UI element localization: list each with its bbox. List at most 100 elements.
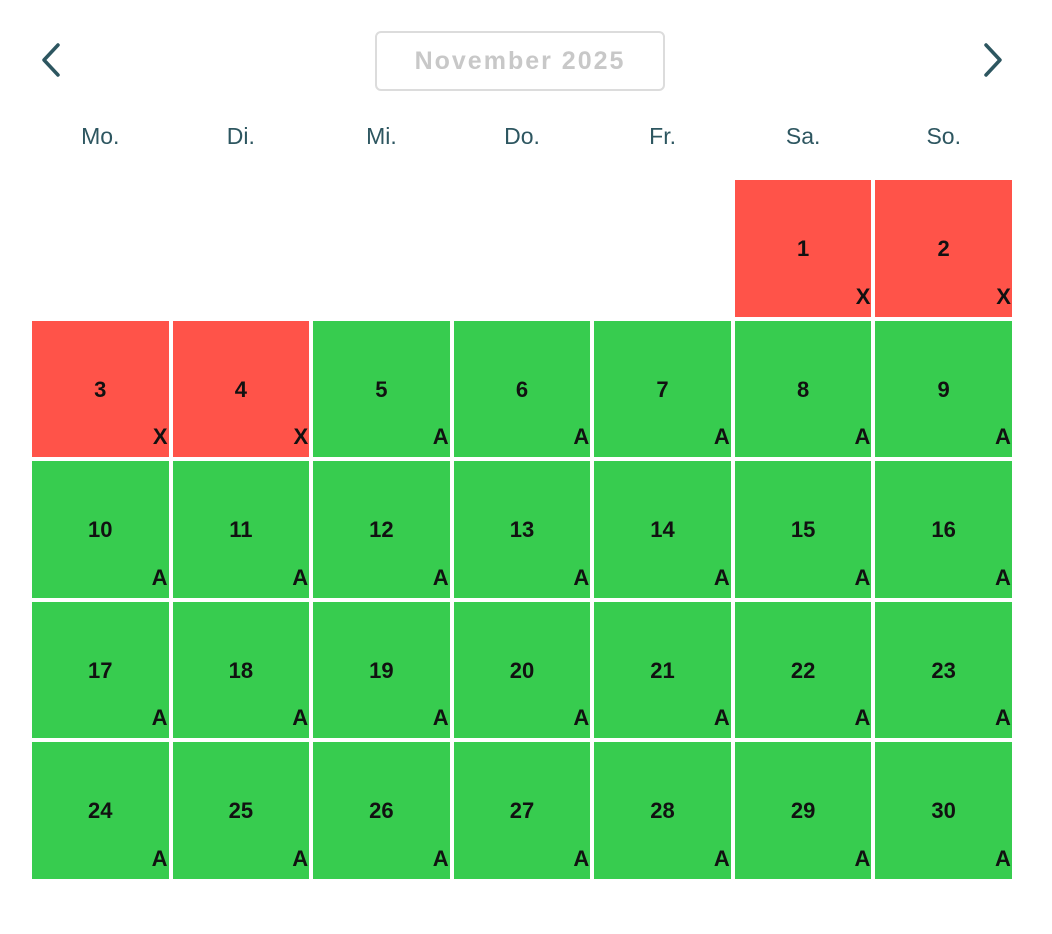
- calendar-empty-cell: [30, 178, 171, 319]
- day-number: 19: [369, 657, 394, 683]
- day-status-marker: A: [854, 705, 871, 731]
- weekday-label: So.: [926, 123, 961, 149]
- day-number: 21: [650, 657, 675, 683]
- weekday-label: Fr.: [649, 123, 676, 149]
- day-status-marker: A: [432, 845, 449, 871]
- calendar-day-24[interactable]: 24 A: [30, 740, 171, 881]
- day-status-marker: A: [292, 845, 309, 871]
- day-status-marker: A: [432, 564, 449, 590]
- day-number: 28: [650, 798, 675, 824]
- weekday-label: Do.: [504, 123, 540, 149]
- day-number: 17: [88, 657, 113, 683]
- day-number: 5: [375, 376, 388, 402]
- calendar-day-18[interactable]: 18 A: [170, 599, 312, 741]
- day-status-marker: A: [151, 845, 168, 871]
- day-status-marker: X: [996, 283, 1011, 309]
- day-number: 23: [931, 657, 956, 683]
- day-number: 4: [234, 376, 247, 402]
- day-number: 11: [229, 517, 253, 543]
- day-status-marker: X: [152, 424, 168, 450]
- day-status-marker: A: [573, 705, 590, 731]
- chevron-right-icon: [984, 43, 1002, 77]
- calendar-day-22[interactable]: 22 A: [732, 599, 874, 741]
- day-number: 12: [369, 517, 394, 543]
- day-status-marker: X: [855, 283, 871, 309]
- calendar-day-23[interactable]: 23 A: [873, 599, 1014, 741]
- day-number: 13: [509, 517, 535, 543]
- day-number: 14: [650, 517, 675, 543]
- calendar-day-26[interactable]: 26 A: [311, 740, 452, 881]
- day-status-marker: A: [995, 424, 1011, 450]
- day-number: 29: [790, 798, 816, 824]
- day-status-marker: A: [573, 564, 590, 590]
- calendar-day-10[interactable]: 10 A: [30, 459, 171, 600]
- next-month-button[interactable]: [968, 36, 1016, 84]
- day-number: 16: [931, 517, 956, 543]
- day-status-marker: A: [854, 564, 871, 590]
- day-number: 26: [369, 798, 394, 824]
- calendar-day-21[interactable]: 21 A: [592, 599, 733, 741]
- day-status-marker: A: [573, 424, 590, 450]
- calendar-day-11[interactable]: 11 A: [170, 459, 312, 600]
- calendar-day-30[interactable]: 30 A: [873, 740, 1014, 881]
- day-number: 15: [790, 517, 816, 543]
- day-number: 2: [937, 236, 950, 261]
- prev-month-button[interactable]: [28, 36, 76, 84]
- calendar-day-19[interactable]: 19 A: [311, 599, 452, 741]
- day-number: 20: [509, 657, 535, 683]
- day-number: 10: [88, 517, 113, 543]
- day-status-marker: A: [995, 564, 1011, 590]
- day-status-marker: A: [432, 424, 449, 450]
- day-status-marker: A: [713, 424, 730, 450]
- weekday-label: Mo.: [81, 123, 120, 149]
- day-number: 25: [228, 798, 254, 824]
- weekday-label: Di.: [226, 123, 255, 149]
- calendar-day-15[interactable]: 15 A: [732, 459, 874, 600]
- chevron-left-icon: [42, 43, 60, 77]
- day-status-marker: A: [432, 705, 449, 731]
- calendar-day-13[interactable]: 13 A: [451, 459, 593, 600]
- calendar-empty-cell: [592, 178, 733, 319]
- calendar-day-16[interactable]: 16 A: [873, 459, 1014, 600]
- day-number: 30: [931, 798, 956, 824]
- calendar-day-25[interactable]: 25 A: [170, 740, 312, 881]
- calendar-day-17[interactable]: 17 A: [30, 599, 171, 741]
- month-title-button[interactable]: November 2025: [375, 31, 665, 91]
- calendar-day-20[interactable]: 20 A: [451, 599, 593, 741]
- day-number: 1: [796, 236, 810, 261]
- calendar-day-29[interactable]: 29 A: [732, 740, 874, 881]
- calendar-day-27[interactable]: 27 A: [451, 740, 593, 881]
- calendar-empty-cell: [451, 178, 593, 319]
- day-status-marker: A: [151, 705, 168, 731]
- day-status-marker: A: [151, 564, 168, 590]
- day-status-marker: A: [292, 705, 309, 731]
- day-status-marker: A: [995, 845, 1011, 871]
- day-number: 7: [656, 376, 669, 402]
- day-number: 8: [796, 376, 810, 402]
- day-status-marker: X: [293, 424, 309, 450]
- calendar-day-14[interactable]: 14 A: [592, 459, 733, 600]
- day-number: 9: [937, 376, 950, 402]
- day-status-marker: A: [713, 845, 730, 871]
- day-status-marker: A: [573, 845, 590, 871]
- weekday-label: Mi.: [366, 123, 397, 149]
- day-status-marker: A: [292, 564, 309, 590]
- day-status-marker: A: [854, 424, 871, 450]
- calendar-day-28[interactable]: 28 A: [592, 740, 733, 881]
- calendar-grid: 1 X 2 X 3 X 4 X 5 A 6 A 7 A 8 A 9 A 10 A 11 A 12 A 13 A 14 A 15 A 16 A 1…: [30, 178, 1014, 881]
- day-number: 24: [88, 798, 113, 824]
- weekday-label: Sa.: [785, 123, 821, 149]
- calendar-day-12[interactable]: 12 A: [311, 459, 452, 600]
- day-status-marker: A: [854, 845, 871, 871]
- day-status-marker: A: [713, 705, 730, 731]
- weekday-header: Mo. Di. Mi. Do. Fr. Sa. So.: [30, 120, 1014, 152]
